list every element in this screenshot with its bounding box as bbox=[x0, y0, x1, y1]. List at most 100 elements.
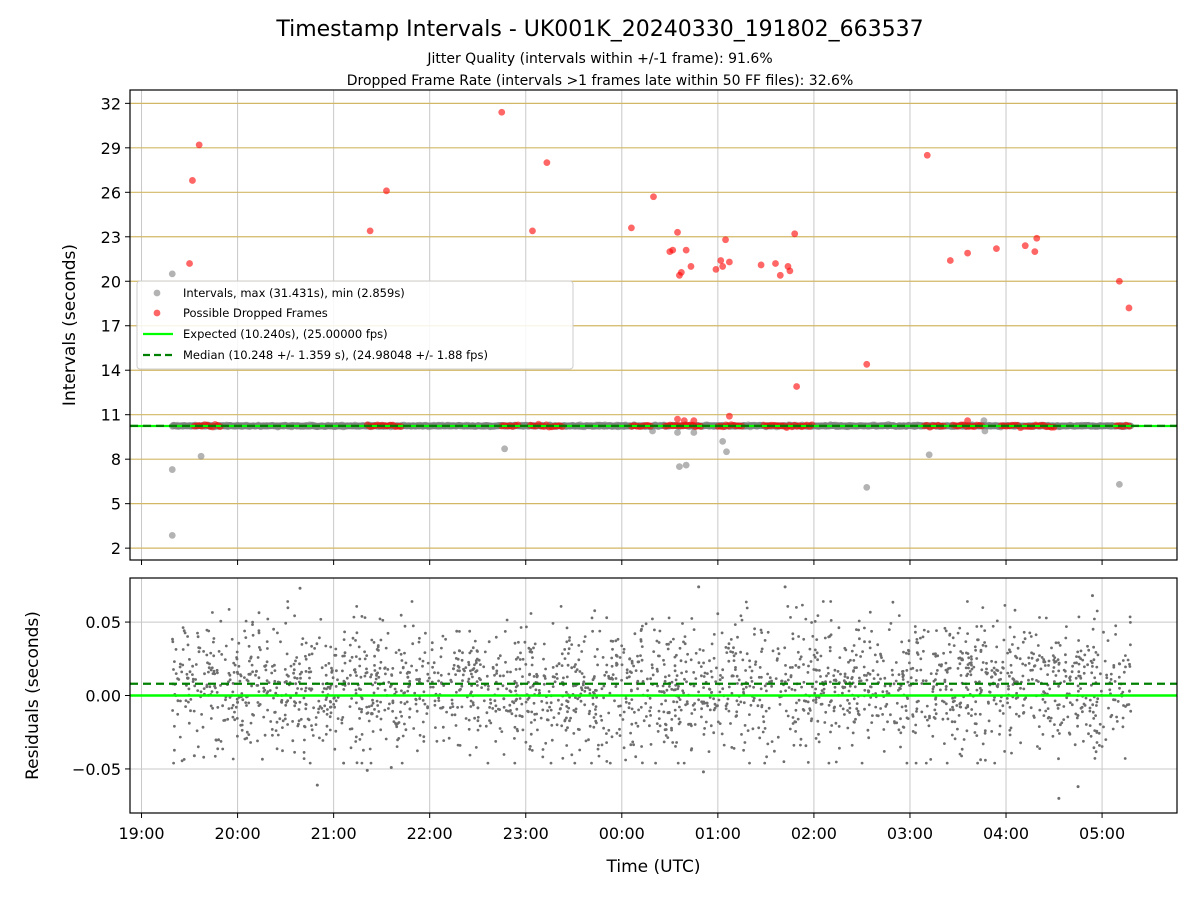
residual-point bbox=[566, 700, 570, 704]
residual-point bbox=[418, 657, 422, 661]
residual-point bbox=[813, 655, 817, 659]
residual-point bbox=[1053, 699, 1057, 703]
residual-point bbox=[1104, 738, 1108, 741]
residual-point bbox=[479, 663, 482, 666]
residual-point bbox=[194, 663, 198, 666]
residual-point bbox=[708, 659, 711, 663]
residual-point bbox=[404, 661, 408, 665]
residual-point bbox=[426, 661, 430, 665]
residual-point bbox=[326, 708, 329, 711]
residual-point bbox=[408, 715, 411, 719]
residual-point bbox=[833, 668, 837, 672]
interval-outlier-0 bbox=[168, 270, 176, 278]
residual-point bbox=[736, 635, 739, 639]
residual-point bbox=[399, 701, 403, 704]
residual-point bbox=[542, 642, 546, 646]
residual-point bbox=[307, 670, 311, 674]
residual-point bbox=[526, 698, 530, 701]
residuals-ytick-label-1: 0.00 bbox=[85, 687, 121, 706]
residual-point bbox=[1057, 641, 1060, 645]
residual-point bbox=[1081, 710, 1084, 714]
residual-point bbox=[998, 724, 1002, 728]
residual-point bbox=[993, 696, 996, 699]
residual-point bbox=[820, 689, 824, 692]
interval-outlier-13 bbox=[925, 451, 933, 459]
residual-point bbox=[1116, 700, 1120, 703]
residual-point bbox=[314, 723, 318, 726]
residual-point bbox=[943, 742, 946, 745]
residual-point bbox=[1027, 662, 1031, 665]
residual-point bbox=[1003, 750, 1006, 753]
residual-point bbox=[1062, 718, 1066, 721]
residual-point bbox=[469, 669, 472, 673]
residual-point bbox=[956, 631, 960, 635]
residual-point bbox=[196, 745, 200, 749]
residual-point bbox=[806, 700, 810, 704]
residuals-xtick-label-6: 01:00 bbox=[695, 824, 741, 843]
residual-point bbox=[608, 761, 612, 765]
residual-point bbox=[530, 710, 534, 714]
residual-point bbox=[236, 700, 240, 704]
residual-point bbox=[960, 658, 964, 662]
residual-point bbox=[782, 760, 786, 764]
residual-point bbox=[732, 747, 736, 750]
residual-point bbox=[1098, 744, 1101, 747]
residual-point bbox=[850, 649, 854, 653]
residual-point bbox=[724, 707, 728, 711]
residual-point bbox=[694, 651, 698, 655]
residual-point bbox=[879, 652, 882, 656]
residual-point bbox=[379, 638, 383, 642]
residual-point bbox=[658, 690, 661, 693]
residual-point bbox=[341, 716, 345, 719]
residual-point bbox=[907, 652, 911, 656]
residual-point bbox=[958, 662, 962, 666]
dropped-frame-outlier-32 bbox=[964, 249, 971, 257]
residual-point bbox=[975, 657, 979, 660]
residual-point bbox=[537, 689, 541, 692]
residual-point bbox=[998, 709, 1002, 713]
residual-point bbox=[467, 677, 471, 681]
residual-point bbox=[754, 663, 757, 666]
residual-point bbox=[498, 727, 502, 730]
residual-point bbox=[524, 663, 528, 666]
residual-point bbox=[211, 611, 214, 614]
residual-point bbox=[974, 722, 978, 726]
residual-point bbox=[231, 682, 235, 685]
residual-point bbox=[727, 642, 731, 646]
residual-point bbox=[370, 673, 373, 676]
residuals-xtick-label-5: 00:00 bbox=[599, 824, 645, 843]
residual-point bbox=[1008, 650, 1012, 654]
residual-point bbox=[902, 674, 905, 677]
residual-point bbox=[965, 651, 968, 655]
residual-point bbox=[442, 739, 446, 742]
residual-point bbox=[197, 646, 201, 649]
residual-point bbox=[1122, 704, 1125, 707]
residual-point bbox=[447, 672, 451, 676]
residual-point bbox=[967, 666, 970, 670]
residual-point bbox=[829, 619, 833, 622]
residual-point bbox=[620, 663, 624, 667]
residual-point bbox=[257, 611, 261, 615]
residual-point bbox=[866, 728, 870, 732]
residual-point bbox=[788, 666, 792, 669]
residual-point bbox=[529, 732, 533, 736]
residual-point bbox=[1096, 697, 1100, 701]
residual-point bbox=[535, 675, 539, 679]
residual-point bbox=[278, 717, 282, 721]
residual-point bbox=[663, 679, 667, 683]
residual-point bbox=[1112, 665, 1116, 669]
residual-point bbox=[725, 702, 729, 706]
residual-point bbox=[823, 721, 827, 724]
residual-point bbox=[274, 691, 278, 695]
residual-point bbox=[836, 670, 840, 673]
residual-point bbox=[1086, 663, 1089, 667]
residual-point bbox=[220, 653, 224, 656]
residual-point bbox=[822, 687, 826, 691]
residual-point bbox=[753, 627, 756, 631]
residual-point bbox=[789, 616, 792, 619]
residual-point bbox=[791, 637, 795, 641]
residual-point bbox=[904, 651, 908, 655]
residual-point bbox=[642, 719, 646, 723]
residual-point bbox=[674, 714, 677, 718]
residual-point bbox=[955, 704, 959, 707]
